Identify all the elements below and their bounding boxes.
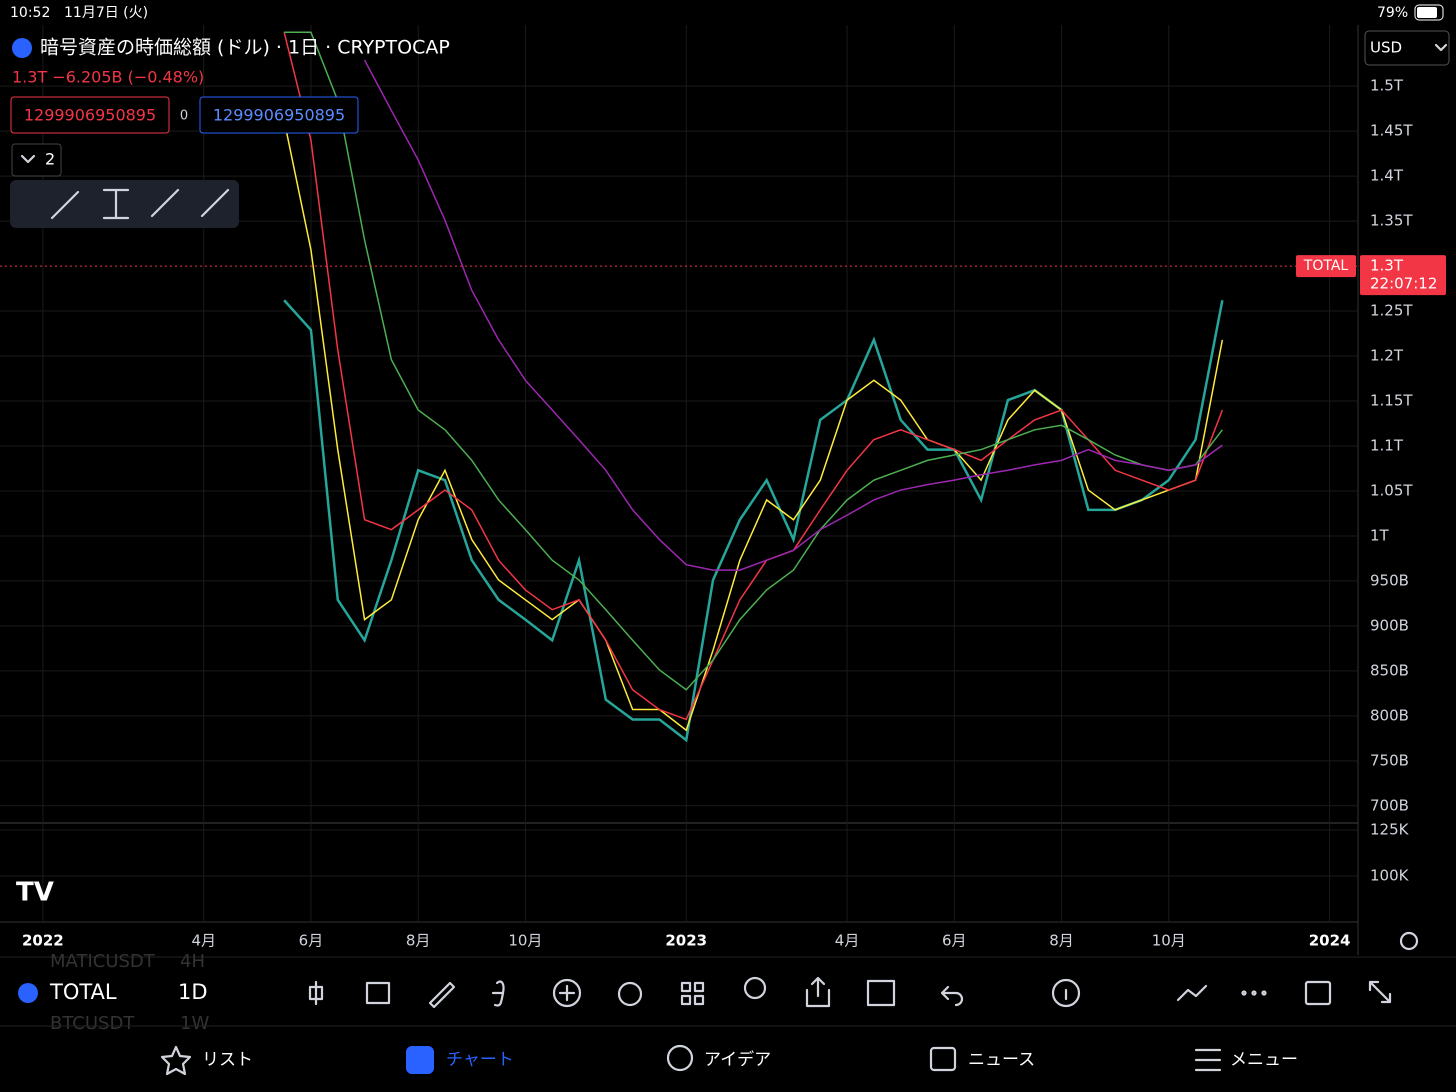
y-tick-label: 1.05T	[1370, 481, 1413, 499]
y-tick-label: 900B	[1370, 616, 1409, 634]
battery-icon	[1414, 4, 1444, 21]
indicator-toggle[interactable]	[11, 143, 62, 177]
series-line	[283, 120, 1224, 732]
price-tag-countdown: 22:07:12	[1370, 275, 1437, 293]
x-tick-label: 10月	[1152, 932, 1186, 950]
volume-tick-label: 125K	[1370, 820, 1410, 838]
ghost-symbol: MATICUSDT	[50, 951, 156, 972]
battery-level	[1417, 7, 1437, 18]
ghost-interval: 4H	[180, 951, 205, 972]
x-tick-label: 6月	[299, 932, 324, 950]
ghost-symbol: BTCUSDT	[50, 1013, 135, 1034]
x-tick-label: 4月	[835, 932, 860, 950]
indicator-count[interactable]: 2	[45, 150, 55, 169]
sell-price[interactable]: 1299906950895	[24, 106, 156, 125]
tv-logo: TV	[16, 878, 54, 908]
drawing-toolbar	[10, 180, 239, 228]
y-tick-label: 750B	[1370, 751, 1409, 769]
y-tick-label: 1T	[1370, 526, 1390, 544]
x-tick-label: 8月	[1049, 932, 1074, 950]
symbol-tag	[1296, 255, 1356, 278]
y-tick-label: 1.35T	[1370, 212, 1413, 230]
x-tick-label: 2022	[22, 932, 64, 950]
chart-title: 暗号資産の時価総額 (ドル) · 1日 · CRYPTOCAP	[40, 37, 450, 59]
tab-icon[interactable]	[1194, 1048, 1222, 1072]
tab-label[interactable]: リスト	[202, 1050, 253, 1070]
y-tick-label: 700B	[1370, 796, 1409, 814]
x-tick-label: 10月	[508, 932, 542, 950]
ghost-interval: 1W	[180, 1013, 209, 1034]
y-tick-label: 850B	[1370, 661, 1409, 679]
y-tick-label: 1.2T	[1370, 347, 1404, 365]
buy-button[interactable]	[199, 96, 359, 134]
x-tick-label: 2024	[1309, 932, 1351, 950]
tab-icon-active[interactable]	[406, 1046, 434, 1074]
tab-label[interactable]: ニュース	[968, 1050, 1035, 1070]
y-tick-label: 950B	[1370, 571, 1409, 589]
currency-select[interactable]	[1364, 30, 1450, 66]
symbol-logo	[12, 38, 32, 58]
chevron-icon	[20, 154, 36, 164]
buy-price[interactable]: 1299906950895	[213, 106, 345, 125]
y-tick-label: 1.1T	[1370, 436, 1404, 454]
series-line	[284, 31, 1223, 691]
price-tag-value: 1.3T	[1370, 257, 1404, 275]
currency-chevron	[1434, 43, 1448, 52]
y-tick-label: 1.5T	[1370, 77, 1404, 95]
tab-icon[interactable]	[929, 1046, 957, 1072]
status-time: 10:52	[10, 5, 50, 21]
y-tick-label: 1.4T	[1370, 167, 1404, 185]
currency[interactable]: USD	[1370, 39, 1402, 57]
drawing-tools[interactable]	[50, 188, 230, 220]
tab-label[interactable]: アイデア	[704, 1049, 771, 1070]
volume-tick-label: 100K	[1370, 866, 1410, 884]
symbol-tag-text: TOTAL	[1303, 258, 1349, 274]
tab-icon[interactable]	[666, 1044, 694, 1072]
price-change: 1.3T −6.205B (−0.48%)	[12, 68, 204, 87]
battery-text: 79%	[1377, 5, 1408, 21]
x-tick-label: 4月	[191, 932, 216, 950]
toolbar-interval[interactable]: 1D	[178, 980, 208, 1004]
y-tick-label: 800B	[1370, 706, 1409, 724]
status-date: 11月7日 (火)	[64, 5, 148, 21]
x-tick-label: 8月	[406, 932, 431, 950]
tab-icon[interactable]	[160, 1045, 192, 1076]
x-tick-label: 2023	[665, 932, 707, 950]
toolbar-symbol[interactable]: TOTAL	[49, 980, 117, 1004]
series-line	[363, 59, 1223, 571]
price-tag	[1360, 255, 1446, 296]
symbol-logo	[18, 983, 38, 1003]
toolbar-icons[interactable]	[308, 976, 1392, 1009]
spread: 0	[180, 109, 188, 124]
series-line	[283, 32, 1224, 721]
tab-label[interactable]: チャート	[446, 1050, 514, 1070]
y-tick-label: 1.15T	[1370, 392, 1413, 410]
sell-button[interactable]	[10, 96, 170, 134]
x-tick-label: 6月	[942, 932, 967, 950]
y-tick-label: 1.25T	[1370, 302, 1413, 320]
settings-icon[interactable]	[1399, 931, 1419, 951]
tab-label[interactable]: メニュー	[1230, 1050, 1298, 1070]
y-tick-label: 1.45T	[1370, 122, 1413, 140]
